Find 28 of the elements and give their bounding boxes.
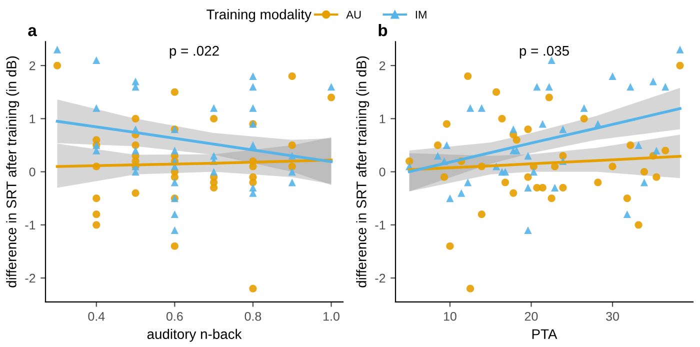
x-tick-label: 1.0: [324, 312, 340, 321]
y-tick-label: -2: [25, 274, 36, 283]
y-tick-label: 1: [380, 114, 386, 124]
annotation: p = .022: [170, 46, 219, 58]
x-tick-label: 20: [524, 312, 538, 321]
x-tick-label: 0.6: [166, 312, 183, 321]
legend-title: Training modality: [206, 9, 312, 22]
x-axis-title: auditory n-back: [147, 328, 242, 342]
y-tick-label: 2: [379, 61, 386, 70]
y-tick-label: -1: [25, 220, 36, 230]
chart-title: a: [28, 27, 38, 36]
x-axis-title: PTA: [532, 329, 558, 339]
y-tick-label: -1: [375, 220, 386, 230]
x-tick-label: 0.8: [244, 312, 262, 321]
y-tick-label: 2: [29, 61, 36, 70]
chart-title: b: [378, 24, 388, 36]
legend-label: AU: [346, 10, 361, 19]
y-tick-label: -2: [375, 274, 386, 283]
annotation: p = .035: [520, 46, 569, 58]
x-tick-label: 0.4: [88, 312, 105, 321]
y-tick-label: 0: [379, 168, 386, 176]
x-tick-label: 10: [444, 312, 456, 321]
y-tick-label: 1: [30, 114, 36, 124]
y-tick-label: 0: [29, 168, 36, 176]
x-tick-label: 30: [606, 312, 619, 321]
y-axis-title: difference in SRT after training (in dB): [6, 56, 20, 288]
legend-label: IM: [416, 10, 426, 18]
y-axis-title: difference in SRT after training (in dB): [356, 56, 370, 288]
